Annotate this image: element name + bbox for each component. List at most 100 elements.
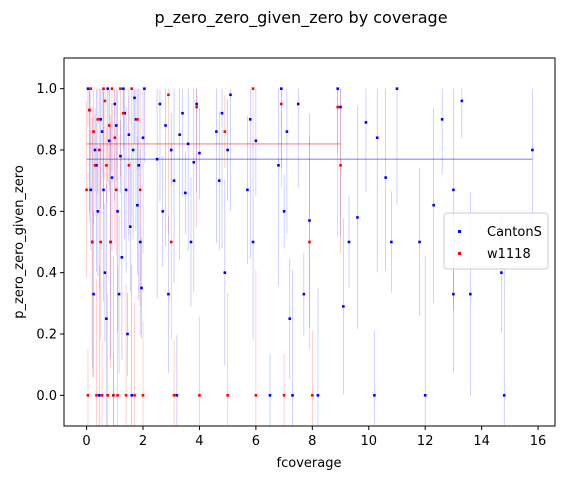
y-tick-label: 0.0 [36, 389, 57, 404]
point-w1118 [113, 136, 117, 140]
point-w1118 [90, 240, 94, 244]
point-w1118 [311, 394, 314, 397]
x-tick-label: 10 [360, 434, 377, 449]
point-w1118 [339, 164, 342, 167]
point-cantons [291, 394, 294, 397]
x-tick-label: 4 [195, 434, 203, 449]
legend-marker-cantons [458, 230, 461, 233]
point-cantons [452, 292, 455, 296]
point-w1118 [102, 87, 105, 90]
x-axis-ticks: 0 2 4 6 8 10 12 14 16 [82, 426, 546, 449]
point-w1118 [110, 87, 114, 90]
point-w1118 [116, 394, 119, 397]
y-axis-ticks: 0.0 0.2 0.4 0.6 0.8 1.0 [36, 82, 64, 404]
x-tick-label: 6 [252, 434, 260, 449]
point-cantons [105, 317, 108, 320]
point-cantons [161, 210, 165, 213]
point-w1118 [88, 108, 91, 112]
y-tick-label: 0.4 [36, 266, 57, 281]
point-cantons [423, 394, 427, 397]
point-w1118 [282, 394, 286, 397]
point-w1118 [130, 87, 134, 90]
point-cantons [285, 130, 289, 133]
point-cantons [181, 111, 184, 115]
point-w1118 [96, 118, 100, 121]
point-cantons [251, 240, 255, 244]
point-w1118 [169, 240, 173, 244]
x-tick-label: 8 [308, 434, 316, 449]
point-w1118 [223, 130, 227, 133]
point-cantons [229, 93, 232, 97]
y-axis-title: p_zero_zero_given_zero [12, 165, 27, 319]
point-w1118 [198, 394, 201, 397]
point-cantons [96, 210, 100, 213]
point-cantons [184, 191, 187, 195]
point-cantons [268, 394, 272, 397]
point-cantons [102, 188, 105, 192]
legend-marker-w1118 [458, 252, 461, 255]
point-cantons [418, 240, 421, 244]
point-cantons [86, 87, 90, 90]
point-cantons [138, 240, 142, 244]
point-cantons [93, 148, 97, 152]
point-cantons [375, 136, 379, 140]
point-cantons [136, 203, 139, 207]
point-cantons [364, 121, 368, 124]
point-cantons [198, 151, 201, 155]
point-cantons [254, 139, 258, 143]
point-cantons [279, 87, 283, 90]
point-cantons [390, 240, 393, 244]
point-cantons [440, 118, 444, 121]
point-cantons [137, 164, 141, 167]
point-cantons [141, 136, 145, 140]
point-cantons [189, 240, 193, 244]
point-cantons [123, 111, 126, 115]
mean-lines [86, 143, 533, 160]
point-w1118 [167, 93, 170, 97]
point-cantons [460, 99, 464, 103]
point-cantons [347, 240, 351, 244]
point-w1118 [99, 240, 102, 244]
point-w1118 [119, 87, 122, 90]
point-cantons [172, 179, 176, 182]
x-tick-label: 16 [530, 434, 547, 449]
point-cantons [97, 394, 101, 397]
point-cantons [124, 188, 128, 192]
point-w1118 [89, 87, 93, 90]
point-cantons [155, 157, 159, 161]
y-tick-label: 0.2 [36, 328, 57, 343]
point-cantons [316, 394, 320, 397]
point-w1118 [172, 394, 176, 397]
point-cantons [121, 87, 125, 90]
point-cantons [140, 286, 143, 290]
point-cantons [129, 225, 132, 228]
point-cantons [92, 292, 95, 296]
point-cantons [106, 87, 110, 90]
point-cantons [336, 87, 340, 90]
y-tick-label: 0.6 [36, 205, 57, 220]
point-cantons [302, 292, 306, 296]
point-cantons [89, 188, 93, 192]
point-cantons [373, 394, 376, 397]
x-tick-label: 2 [139, 434, 147, 449]
point-w1118 [92, 130, 95, 133]
point-cantons [356, 216, 359, 219]
point-w1118 [141, 394, 145, 397]
point-cantons [223, 271, 227, 274]
point-w1118 [86, 394, 90, 397]
point-w1118 [114, 188, 118, 192]
point-w1118 [279, 102, 283, 106]
point-cantons [531, 148, 534, 152]
point-w1118 [107, 124, 111, 127]
point-w1118 [95, 394, 98, 397]
point-w1118 [106, 394, 110, 397]
point-cantons [119, 154, 122, 158]
x-tick-label: 14 [473, 434, 490, 449]
chart-title: p_zero_zero_given_zero by coverage [154, 8, 447, 28]
legend-box [443, 212, 549, 270]
point-cantons [282, 210, 286, 213]
point-w1118 [138, 188, 142, 192]
point-w1118 [195, 105, 198, 109]
point-cantons [195, 102, 198, 106]
